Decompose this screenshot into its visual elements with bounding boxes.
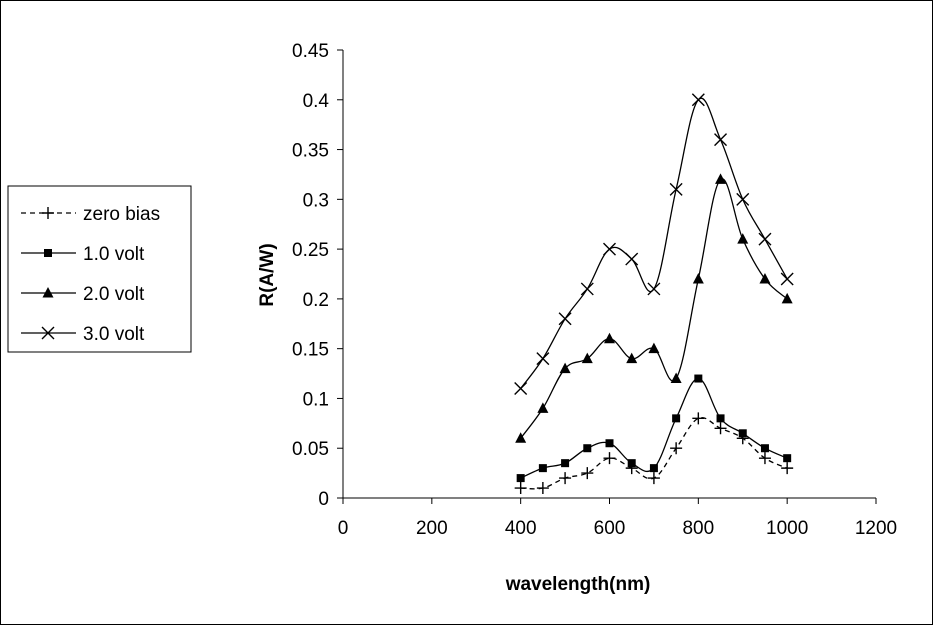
y-tick-label: 0.4 xyxy=(303,91,330,112)
data-point-2-0-volt xyxy=(670,372,682,384)
data-point-2-0-volt xyxy=(604,332,615,344)
data-point-3-0-volt xyxy=(647,282,661,296)
data-point-zero-bias xyxy=(581,467,594,480)
x-tick-label: 800 xyxy=(682,518,714,539)
x-tick-label: 600 xyxy=(594,518,626,539)
data-point-zero-bias xyxy=(758,452,771,465)
data-point-2-0-volt xyxy=(759,272,771,284)
data-point-1-0-volt xyxy=(716,414,725,423)
y-tick-label: 0.45 xyxy=(292,41,329,62)
data-point-2-0-volt xyxy=(515,432,527,443)
data-point-1-0-volt xyxy=(672,414,681,423)
legend-label-3-0-volt: 3.0 volt xyxy=(83,324,145,345)
y-tick-label: 0.35 xyxy=(292,141,329,162)
data-point-3-0-volt xyxy=(758,232,772,246)
legend-marker-3-0-volt xyxy=(41,326,55,340)
series-line-2-0-volt xyxy=(520,178,788,439)
data-point-1-0-volt xyxy=(627,459,636,468)
legend-box xyxy=(7,185,192,353)
x-tick-label: 1000 xyxy=(766,518,808,539)
legend-label-1-0-volt: 1.0 volt xyxy=(83,244,145,265)
legend: zero bias 1.0 volt 2.0 volt 3.0 volt xyxy=(7,185,192,353)
data-point-3-0-volt xyxy=(514,381,528,395)
data-point-zero-bias xyxy=(647,472,660,485)
y-tick-label: 0.05 xyxy=(292,439,329,460)
data-point-zero-bias xyxy=(714,422,727,435)
data-point-1-0-volt xyxy=(583,444,592,453)
data-point-1-0-volt xyxy=(738,429,747,438)
series-line-1-0-volt xyxy=(520,377,788,479)
data-point-3-0-volt xyxy=(580,282,594,296)
data-point-2-0-volt xyxy=(737,233,749,244)
data-point-2-0-volt xyxy=(559,362,571,374)
data-point-1-0-volt xyxy=(538,464,547,473)
data-point-2-0-volt xyxy=(692,272,704,284)
data-point-2-0-volt xyxy=(781,292,793,304)
data-point-zero-bias xyxy=(536,482,549,495)
y-tick-label: 0.1 xyxy=(303,389,329,410)
data-point-3-0-volt xyxy=(558,312,572,326)
data-point-3-0-volt xyxy=(603,242,616,256)
data-point-2-0-volt xyxy=(581,352,593,364)
x-tick-label: 200 xyxy=(416,518,448,539)
y-tick-label: 0.3 xyxy=(303,190,329,211)
data-point-zero-bias xyxy=(781,462,794,475)
legend-label-zero-bias: zero bias xyxy=(83,204,160,225)
data-point-1-0-volt xyxy=(694,374,703,383)
data-point-1-0-volt xyxy=(605,439,614,448)
data-point-3-0-volt xyxy=(780,272,794,286)
data-point-2-0-volt xyxy=(715,173,727,184)
data-point-3-0-volt xyxy=(669,182,683,196)
data-point-1-0-volt xyxy=(649,464,658,473)
legend-marker-zero-bias xyxy=(42,207,54,219)
x-axis-title: wavelength(nm) xyxy=(505,574,651,595)
data-point-1-0-volt xyxy=(783,454,792,463)
data-point-3-0-volt xyxy=(625,252,639,266)
y-tick-label: 0 xyxy=(318,489,329,510)
data-point-1-0-volt xyxy=(516,474,525,483)
plot-area: 0 0.05 0.1 0.15 0.2 0.25 0.3 0.35 0.4 0.45 0 200 400… xyxy=(292,41,897,539)
data-point-3-0-volt xyxy=(736,192,750,206)
legend-label-2-0-volt: 2.0 volt xyxy=(83,284,145,305)
x-tick-label: 0 xyxy=(338,518,349,539)
data-point-1-0-volt xyxy=(561,459,570,468)
legend-marker-1-0-volt xyxy=(44,249,52,257)
data-point-3-0-volt xyxy=(691,93,705,107)
data-point-2-0-volt xyxy=(648,342,660,354)
data-point-zero-bias xyxy=(514,482,527,495)
x-tick-label: 400 xyxy=(505,518,537,539)
legend-marker-2-0-volt xyxy=(42,287,54,298)
y-tick-label: 0.15 xyxy=(292,340,329,361)
data-point-zero-bias xyxy=(559,472,572,485)
data-point-2-0-volt xyxy=(626,352,638,364)
data-point-3-0-volt xyxy=(714,133,728,147)
y-tick-label: 0.2 xyxy=(303,290,329,311)
data-point-zero-bias xyxy=(603,452,616,465)
data-point-1-0-volt xyxy=(760,444,769,453)
data-point-2-0-volt xyxy=(537,402,549,413)
data-point-zero-bias xyxy=(670,442,683,455)
data-point-3-0-volt xyxy=(536,352,550,366)
y-axis-title: R(A/W) xyxy=(257,243,278,306)
data-point-zero-bias xyxy=(692,412,705,425)
x-tick-label: 1200 xyxy=(855,518,897,539)
y-tick-label: 0.25 xyxy=(292,240,329,261)
